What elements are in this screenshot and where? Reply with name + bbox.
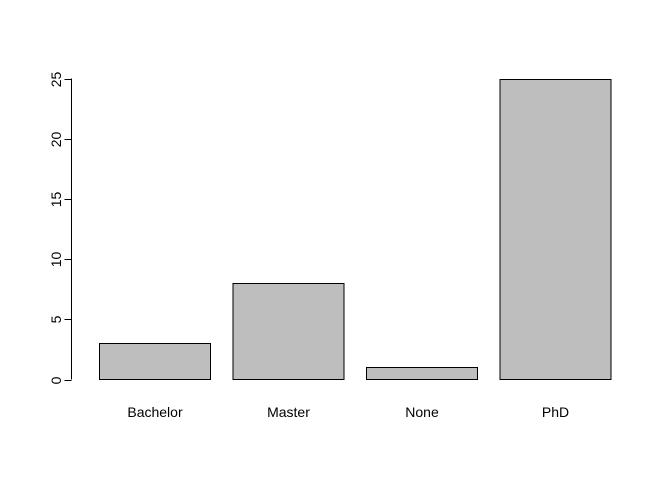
y-axis: 0 5 10 15 20 25 — [48, 72, 72, 384]
x-category-label: PhD — [542, 404, 569, 420]
y-tick-label: 15 — [48, 192, 64, 208]
x-category-label: None — [405, 404, 439, 420]
bar — [99, 343, 211, 380]
y-tick-label: 0 — [48, 376, 64, 384]
y-tick-label: 25 — [48, 72, 64, 88]
x-axis-labels: Bachelor Master None PhD — [127, 404, 569, 420]
bar — [366, 367, 478, 380]
y-tick-label: 20 — [48, 132, 64, 148]
x-category-label: Master — [267, 404, 310, 420]
bars — [99, 79, 612, 380]
y-tick-label: 10 — [48, 252, 64, 268]
bar — [232, 283, 345, 380]
bar — [499, 79, 612, 380]
y-tick-label: 5 — [48, 315, 64, 323]
x-category-label: Bachelor — [127, 404, 183, 420]
